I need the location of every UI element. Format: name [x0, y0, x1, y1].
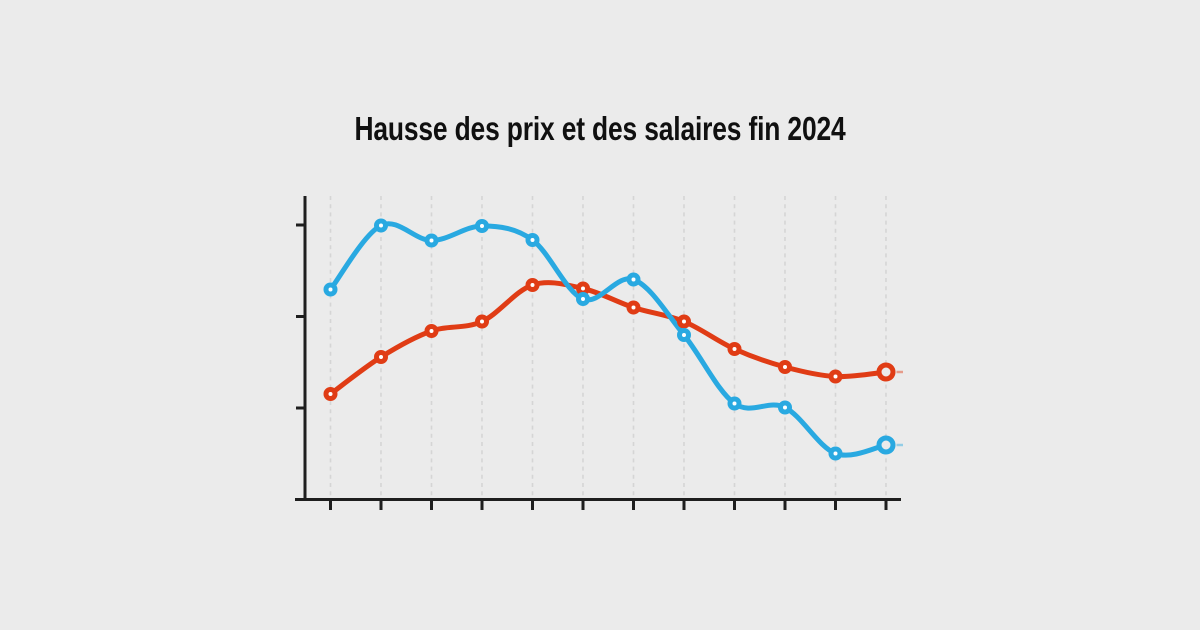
- marker-ligne_bleue: [828, 446, 843, 461]
- marker-ligne_bleue: [475, 219, 489, 233]
- marker-ligne_bleue: [778, 400, 792, 415]
- marker-ligne_bleue: [727, 396, 742, 411]
- marker-ligne_rouge: [374, 350, 388, 364]
- marker-ligne_rouge: [828, 369, 843, 384]
- chart-title: Hausse des prix et des salaires fin 2024: [354, 110, 846, 147]
- marker-ligne_rouge: [778, 360, 792, 374]
- marker-ligne_rouge: [475, 314, 489, 329]
- marker-ligne_bleue: [374, 218, 388, 233]
- marker-ligne_rouge: [626, 300, 641, 315]
- marker-ligne_bleue: [576, 292, 590, 306]
- marker-ligne_rouge: [677, 314, 691, 329]
- marker-ligne_bleue: [525, 233, 540, 247]
- marker-ligne_rouge: [576, 281, 590, 296]
- marker-ligne_rouge: [424, 324, 439, 338]
- marker-ligne_rouge: [525, 278, 540, 292]
- endpoint-marker-ligne_bleue: [876, 435, 896, 455]
- marker-ligne_rouge: [323, 387, 338, 401]
- endpoint-marker-ligne_rouge: [876, 362, 896, 382]
- series-path-ligne_rouge: [328, 280, 889, 397]
- marker-ligne_bleue: [424, 233, 439, 248]
- marker-ligne_bleue: [677, 328, 691, 342]
- marker-ligne_bleue: [626, 272, 641, 287]
- marker-ligne_bleue: [323, 282, 338, 297]
- marker-ligne_rouge: [727, 342, 742, 356]
